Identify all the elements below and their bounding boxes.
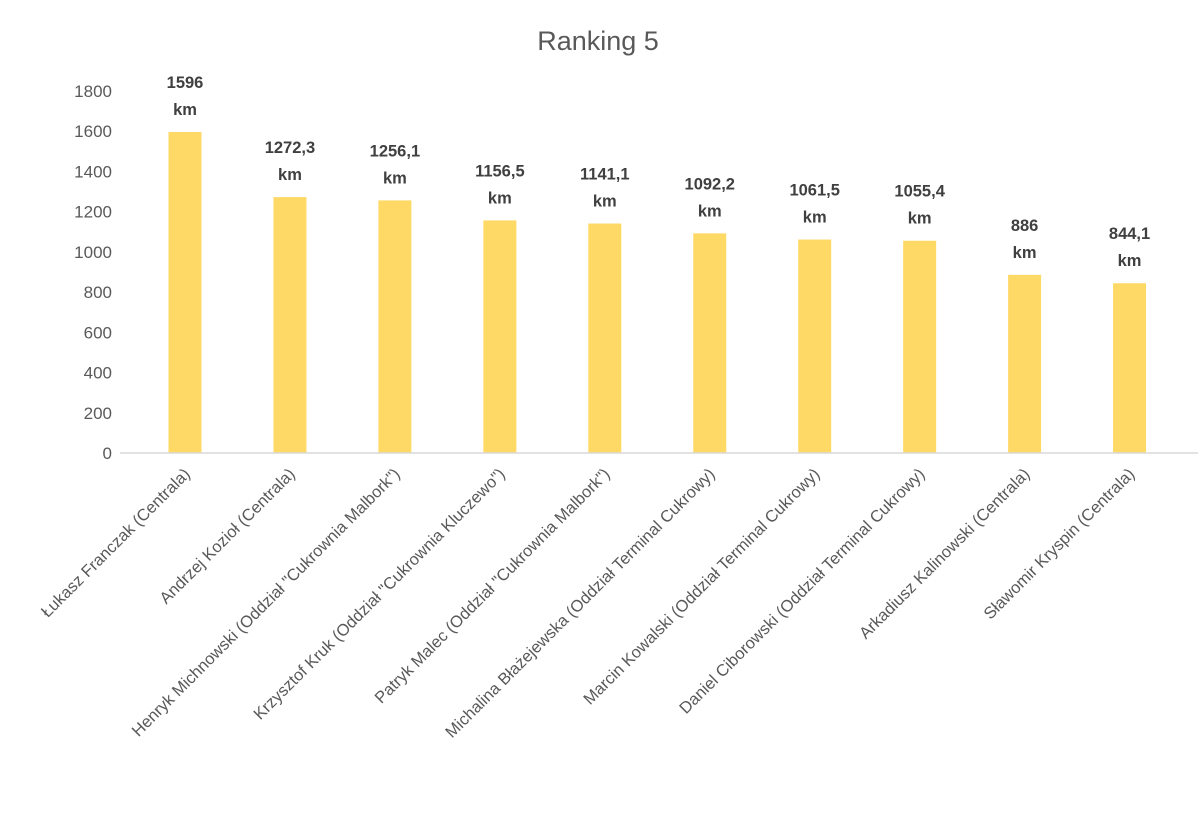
data-label: 1055,4 km <box>894 183 945 228</box>
x-axis: Łukasz Franczak (Centrala)Andrzej Kozioł… <box>38 465 1139 741</box>
x-tick-label: Arkadiusz Kalinowski (Centrala) <box>856 465 1033 642</box>
y-tick-label: 1000 <box>74 243 112 262</box>
x-tick-label: Daniel Ciborowski (Oddział Terminal Cukr… <box>676 465 928 717</box>
data-label: 1256,1 km <box>370 142 420 187</box>
y-tick-label: 1800 <box>74 82 112 101</box>
y-tick-label: 1600 <box>74 122 112 141</box>
bar <box>1008 274 1042 453</box>
y-tick-label: 200 <box>84 404 112 423</box>
data-label: 1092,2 km <box>685 175 735 220</box>
data-label: 1141,1 km <box>580 166 630 211</box>
y-tick-label: 0 <box>103 444 112 463</box>
y-tick-label: 400 <box>84 364 112 383</box>
bar <box>693 233 727 453</box>
bar-series <box>168 132 1147 453</box>
bar <box>378 200 412 453</box>
bar <box>273 197 307 453</box>
x-tick-label: Marcin Kowalski (Oddział Terminal Cukrow… <box>580 465 823 708</box>
y-tick-label: 800 <box>84 283 112 302</box>
bar <box>588 223 622 453</box>
bar <box>483 220 517 453</box>
bar <box>1113 283 1147 453</box>
chart-title: Ranking 5 <box>537 26 659 56</box>
bar <box>798 239 832 453</box>
y-tick-label: 600 <box>84 323 112 342</box>
data-label: 886 km <box>1011 217 1039 262</box>
data-label: 1061,5 km <box>789 182 839 227</box>
data-labels: 1596 km 1272,3 km 1256,1 km 1156,5 km 1141,1 km 10… <box>167 74 1151 270</box>
data-label: 1272,3 km <box>265 139 315 184</box>
data-label: 844,1 km <box>1109 225 1150 270</box>
bar <box>168 132 202 453</box>
data-label: 1596 km <box>167 74 204 119</box>
bar <box>903 240 937 453</box>
y-tick-label: 1400 <box>74 162 112 181</box>
y-axis: 0 200 400 600 800 1000 1200 1400 1600 1800 <box>74 82 112 463</box>
data-label: 1156,5 km <box>475 162 525 207</box>
y-tick-label: 1200 <box>74 203 112 222</box>
x-tick-label: Krzysztof Kruk (Oddział "Cukrownia Klucz… <box>250 465 508 723</box>
x-tick-label: Patryk Malec (Oddział "Cukrownia Malbork… <box>372 465 614 707</box>
